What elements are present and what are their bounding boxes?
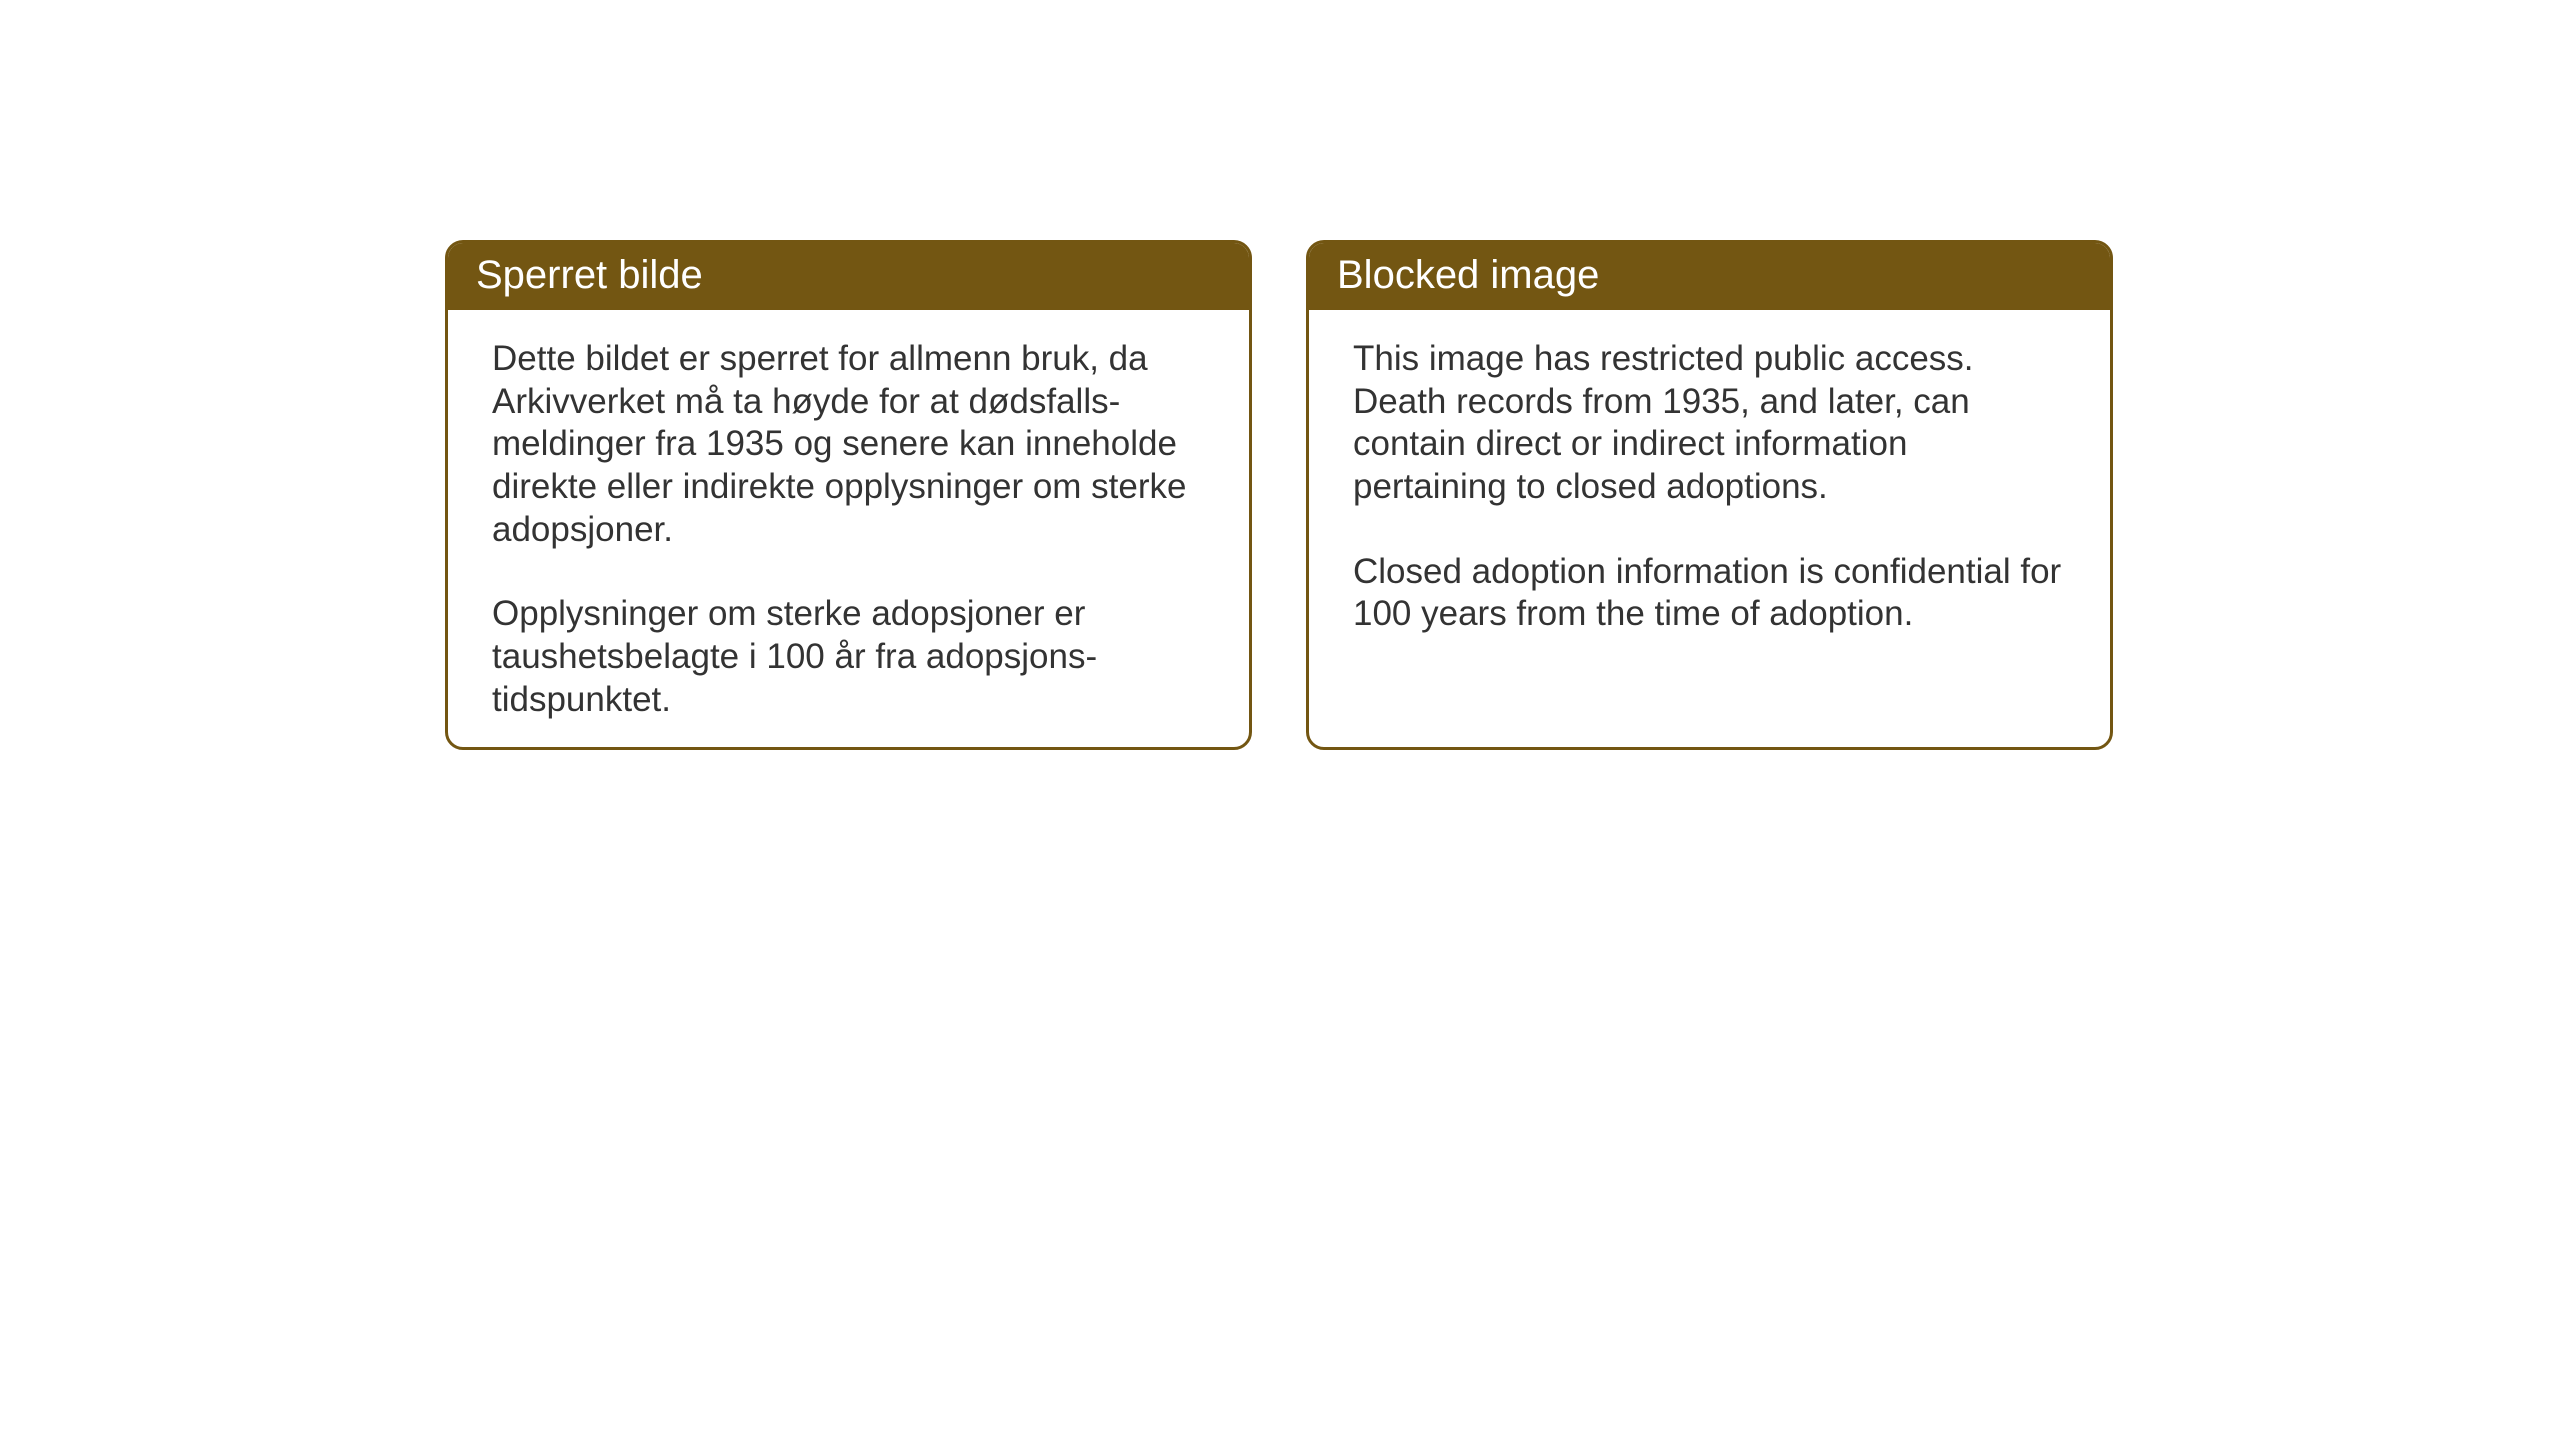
notice-box-english: Blocked image This image has restricted … [1306,240,2113,750]
notice-paragraph: Opplysninger om sterke adopsjoner er tau… [492,593,1205,721]
notice-container: Sperret bilde Dette bildet er sperret fo… [445,240,2113,750]
notice-box-norwegian: Sperret bilde Dette bildet er sperret fo… [445,240,1252,750]
notice-title-norwegian: Sperret bilde [476,253,703,297]
notice-paragraph: Closed adoption information is confident… [1353,551,2066,636]
notice-header-norwegian: Sperret bilde [448,243,1249,310]
notice-title-english: Blocked image [1337,253,1599,297]
notice-paragraph: Dette bildet er sperret for allmenn bruk… [492,338,1205,551]
notice-body-english: This image has restricted public access.… [1309,310,2110,664]
notice-header-english: Blocked image [1309,243,2110,310]
notice-paragraph: This image has restricted public access.… [1353,338,2066,509]
notice-body-norwegian: Dette bildet er sperret for allmenn bruk… [448,310,1249,750]
